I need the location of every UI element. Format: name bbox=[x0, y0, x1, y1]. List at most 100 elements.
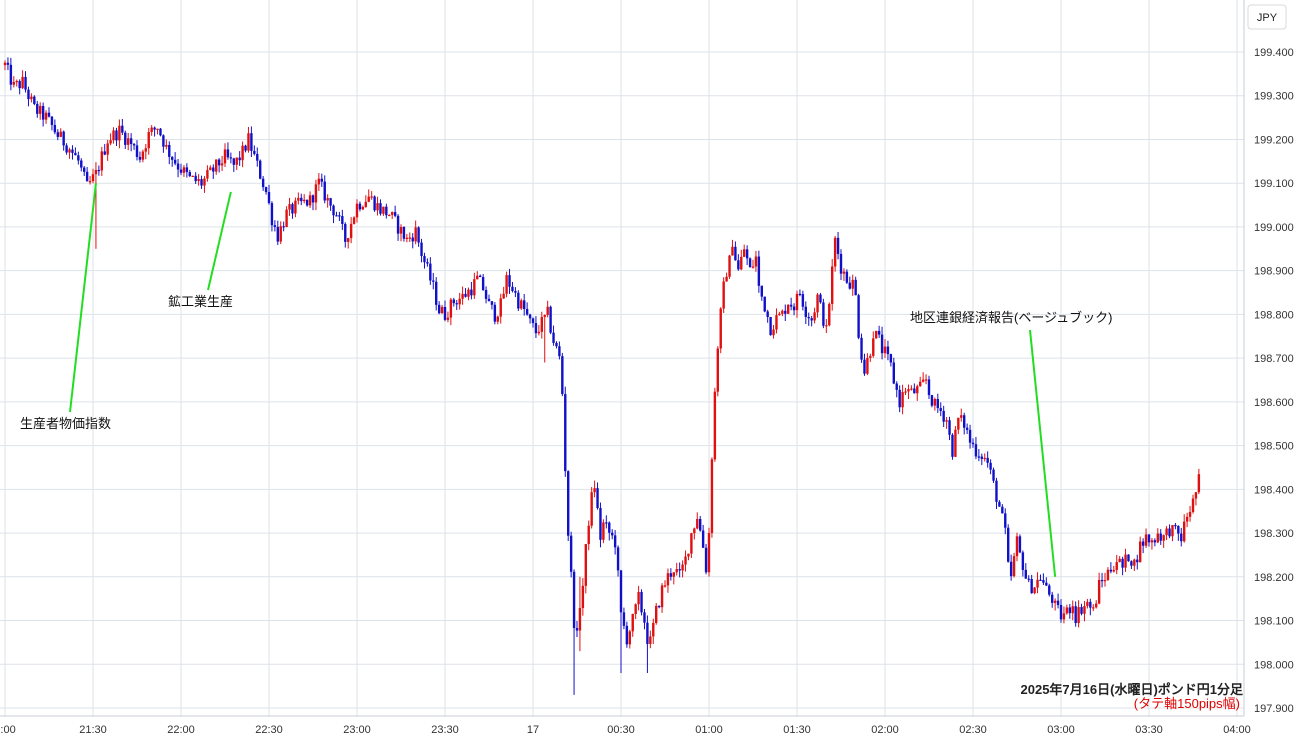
candle-body bbox=[889, 354, 893, 363]
candle-body bbox=[382, 206, 385, 214]
candle-body bbox=[963, 415, 966, 428]
candle-body bbox=[1053, 600, 1057, 603]
candle-body bbox=[1027, 578, 1030, 580]
candle-body bbox=[440, 306, 444, 314]
axes: JPY bbox=[0, 0, 1287, 717]
candle-body bbox=[719, 308, 722, 349]
candle-body bbox=[1086, 601, 1089, 607]
candle-body bbox=[611, 532, 614, 536]
candle-body bbox=[1162, 535, 1165, 541]
candle-body bbox=[989, 462, 992, 470]
candle-body bbox=[936, 399, 939, 409]
candle-body bbox=[1147, 534, 1151, 543]
candle-body bbox=[751, 266, 755, 268]
candle-body bbox=[217, 159, 221, 166]
candle-body bbox=[264, 187, 268, 193]
candle-body bbox=[106, 143, 109, 155]
candle-body bbox=[129, 138, 133, 145]
candle-body bbox=[464, 293, 467, 297]
candle-body bbox=[625, 625, 629, 645]
candle-body bbox=[1144, 534, 1148, 546]
x-tick-label: 1:00 bbox=[0, 724, 16, 736]
candle-body bbox=[919, 381, 922, 387]
candle-body bbox=[83, 167, 86, 172]
candle-body bbox=[913, 388, 916, 394]
candle-body bbox=[537, 331, 541, 334]
candle-body bbox=[851, 279, 854, 289]
y-tick-label: 198.200 bbox=[1254, 572, 1294, 584]
candle-body bbox=[704, 547, 708, 573]
candle-body bbox=[355, 203, 359, 218]
candle-body bbox=[907, 389, 910, 392]
x-tick-label: 01:00 bbox=[695, 724, 723, 736]
candle-body bbox=[229, 157, 233, 159]
candle-body bbox=[1018, 536, 1022, 553]
candle-body bbox=[388, 214, 391, 217]
candle-body bbox=[176, 163, 180, 170]
candle-body bbox=[1097, 579, 1101, 604]
candle-body bbox=[1156, 533, 1159, 543]
candle-body bbox=[455, 303, 458, 305]
annotation-pointer bbox=[207, 191, 232, 291]
candle-body bbox=[1183, 521, 1186, 542]
candle-body bbox=[716, 348, 719, 392]
candle-body bbox=[596, 488, 599, 509]
candle-body bbox=[1033, 587, 1036, 594]
candle-body bbox=[417, 227, 420, 243]
candle-body bbox=[587, 525, 590, 545]
candle-body bbox=[528, 314, 532, 319]
candle-body bbox=[555, 342, 558, 347]
candle-body bbox=[352, 217, 356, 224]
candle-body bbox=[411, 237, 414, 242]
candle-body bbox=[408, 237, 411, 239]
candle-body bbox=[18, 81, 21, 89]
candle-body bbox=[731, 246, 734, 256]
candle-body bbox=[748, 258, 752, 268]
candle-body bbox=[493, 304, 497, 322]
candle-body bbox=[484, 290, 488, 299]
candle-body bbox=[135, 145, 139, 157]
candle-body bbox=[212, 167, 215, 172]
y-tick-label: 198.500 bbox=[1254, 441, 1294, 453]
candle-body bbox=[30, 96, 33, 100]
currency-unit-label: JPY bbox=[1257, 12, 1278, 24]
candle-body bbox=[572, 571, 576, 629]
candle-body bbox=[423, 255, 426, 263]
candle-body bbox=[200, 179, 203, 186]
candle-body bbox=[103, 151, 106, 155]
y-tick-label: 199.100 bbox=[1254, 178, 1294, 190]
candle-body bbox=[699, 519, 702, 531]
y-tick-label: 198.100 bbox=[1254, 616, 1294, 628]
annotation-label: 生産者物価指数 bbox=[20, 416, 111, 431]
candle-body bbox=[1074, 606, 1077, 624]
candle-body bbox=[182, 167, 186, 173]
y-tick-label: 198.700 bbox=[1254, 353, 1294, 365]
candle-body bbox=[349, 223, 353, 239]
candle-body bbox=[795, 293, 799, 311]
candle-body bbox=[267, 192, 271, 204]
candle-body bbox=[173, 159, 177, 164]
candle-body bbox=[1065, 607, 1069, 614]
candle-body bbox=[690, 533, 693, 554]
candle-body bbox=[282, 226, 285, 228]
candle-body bbox=[490, 301, 494, 305]
candle-body bbox=[303, 199, 306, 202]
candle-body bbox=[429, 263, 432, 281]
candle-body bbox=[643, 612, 646, 623]
candle-body bbox=[391, 212, 394, 215]
candle-body bbox=[308, 195, 312, 206]
candle-body bbox=[1001, 506, 1004, 514]
candle-body bbox=[476, 275, 479, 280]
y-tick-label: 198.800 bbox=[1254, 309, 1294, 321]
candle-body bbox=[291, 204, 294, 214]
candle-body bbox=[710, 459, 714, 534]
candle-body bbox=[769, 317, 772, 336]
y-tick-label: 198.300 bbox=[1254, 528, 1294, 540]
candle-body bbox=[1180, 533, 1183, 542]
candle-body bbox=[1036, 579, 1039, 588]
candle-body bbox=[672, 572, 675, 577]
candle-body bbox=[924, 379, 928, 381]
candle-body bbox=[77, 155, 80, 161]
candle-body bbox=[311, 195, 315, 203]
candle-body bbox=[992, 469, 995, 481]
